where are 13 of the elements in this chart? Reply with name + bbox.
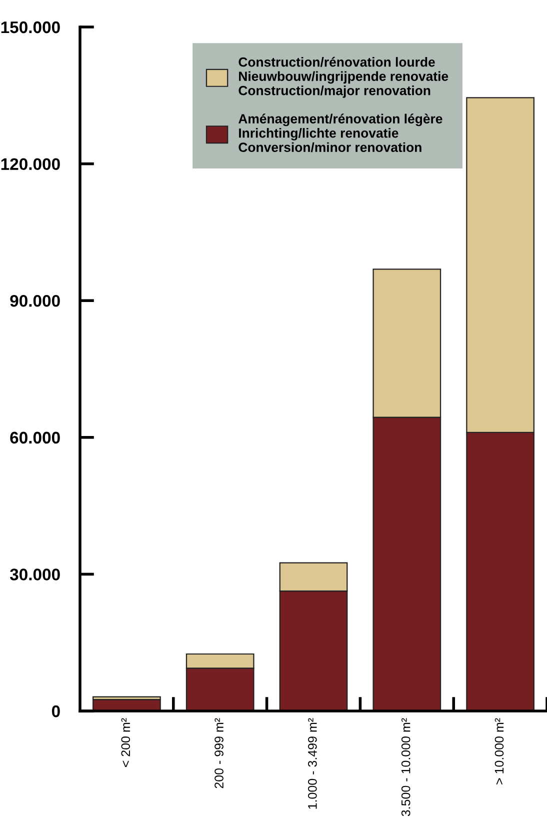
x-tick-label: < 200 m² <box>121 718 130 767</box>
y-tick-label: 60.000 <box>10 432 60 444</box>
x-tick-label: 3.500 - 10.000 m² <box>401 718 410 816</box>
legend-label: Aménagement/rénovation légère Inrichting/lichte renovatie Conversion/minor renovation <box>238 114 442 152</box>
y-tick-label: 30.000 <box>10 568 60 580</box>
x-tick-label: 1.000 - 3.499 m² <box>308 718 317 809</box>
y-tick-label: 120.000 <box>1 158 60 170</box>
x-tick-label: 200 - 999 m² <box>214 718 224 788</box>
legend-label: Construction/rénovation lourde Nieuwbouw/ingrijpende renovatie Construction/major renovation <box>238 56 448 98</box>
y-tick-label: 90.000 <box>10 295 60 307</box>
y-tick-label: 150.000 <box>1 21 60 34</box>
y-tick-label: 0 <box>52 705 60 718</box>
x-tick-label: > 10.000 m² <box>494 718 504 784</box>
